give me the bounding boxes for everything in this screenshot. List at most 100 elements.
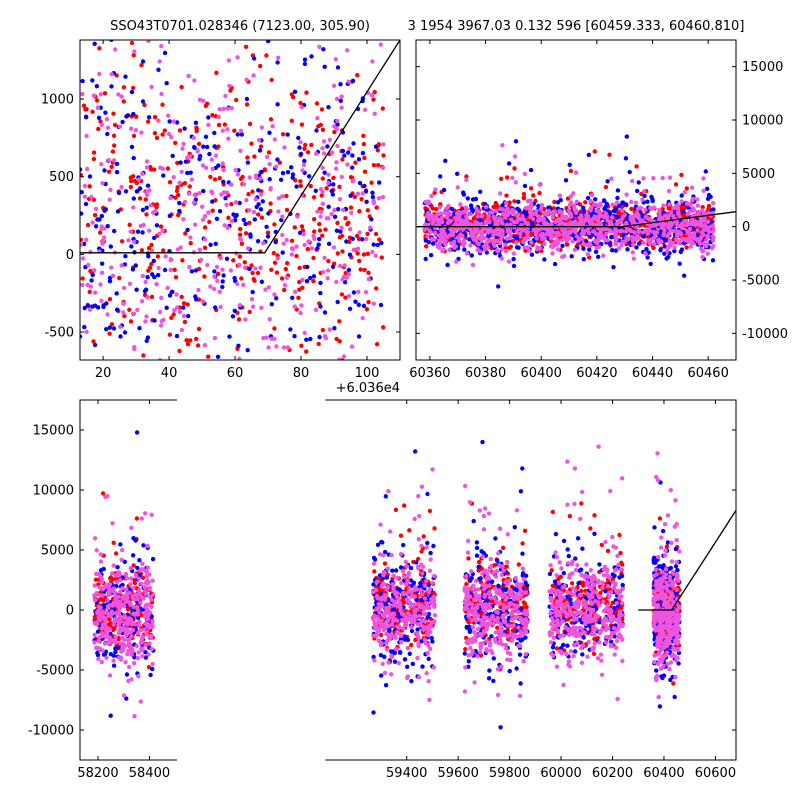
data-point	[99, 92, 103, 96]
data-point	[88, 290, 92, 294]
data-point	[156, 68, 160, 72]
data-point	[289, 165, 293, 169]
data-point	[263, 288, 267, 292]
data-point	[116, 363, 120, 367]
data-point	[539, 207, 543, 211]
data-point	[226, 137, 230, 141]
data-point	[323, 171, 327, 175]
data-point	[118, 325, 122, 329]
data-point	[238, 227, 242, 231]
data-point	[489, 210, 493, 214]
data-point	[188, 184, 192, 188]
data-point	[701, 189, 705, 193]
data-point	[661, 176, 665, 180]
data-point	[529, 168, 533, 172]
data-point	[188, 154, 192, 158]
data-point	[219, 305, 223, 309]
data-point	[152, 236, 156, 240]
data-point	[557, 233, 561, 237]
data-point	[123, 254, 127, 258]
data-point	[292, 334, 296, 338]
data-point	[129, 230, 133, 234]
data-point	[164, 385, 168, 389]
data-point	[265, 155, 269, 159]
data-point	[682, 274, 686, 278]
data-point	[618, 229, 622, 233]
data-point	[326, 105, 330, 109]
data-point	[491, 679, 495, 683]
data-point	[95, 84, 99, 88]
data-point	[334, 160, 338, 164]
data-point	[219, 192, 223, 196]
data-point	[624, 156, 628, 160]
data-point	[322, 256, 326, 260]
data-point	[109, 244, 113, 248]
data-point	[364, 200, 368, 204]
data-point	[337, 185, 341, 189]
data-point	[512, 264, 516, 268]
data-point	[429, 253, 433, 257]
data-point	[100, 242, 104, 246]
data-point	[269, 117, 273, 121]
data-point	[217, 115, 221, 119]
data-point	[226, 226, 230, 230]
data-point	[529, 186, 533, 190]
data-point	[108, 198, 112, 202]
data-point	[190, 177, 194, 181]
data-point	[182, 314, 186, 318]
data-point	[604, 185, 608, 189]
data-point	[562, 254, 566, 258]
data-point	[131, 205, 135, 209]
data-point	[522, 600, 526, 604]
data-point	[252, 210, 256, 214]
data-point	[631, 237, 635, 241]
data-point	[97, 394, 101, 398]
data-point	[279, 431, 283, 435]
data-point	[204, 135, 208, 139]
data-point	[487, 219, 491, 223]
data-point	[323, 334, 327, 338]
data-point	[506, 207, 510, 211]
data-point	[556, 247, 560, 251]
data-point	[274, 165, 278, 169]
data-point	[160, 132, 164, 136]
data-point	[83, 184, 87, 188]
data-point	[198, 98, 202, 102]
data-point	[570, 581, 574, 585]
data-point	[464, 219, 468, 223]
x-offset-label: +6.036e4	[336, 381, 400, 396]
data-point	[298, 311, 302, 315]
data-point	[604, 232, 608, 236]
data-point	[260, 125, 264, 129]
data-point	[305, 265, 309, 269]
data-point	[180, 170, 184, 174]
data-point	[248, 122, 252, 126]
data-point	[383, 561, 387, 565]
data-point	[360, 237, 364, 241]
data-point	[335, 97, 339, 101]
data-point	[605, 179, 609, 183]
data-point	[438, 174, 442, 178]
data-point	[196, 288, 200, 292]
data-point	[369, 181, 373, 185]
data-point	[606, 549, 610, 553]
data-point	[96, 106, 100, 110]
data-point	[303, 331, 307, 335]
data-point	[347, 294, 351, 298]
data-point	[357, 230, 361, 234]
data-point	[305, 279, 309, 283]
data-point	[500, 247, 504, 251]
data-point	[124, 114, 128, 118]
data-point	[204, 363, 208, 367]
data-point	[99, 227, 103, 231]
data-point	[88, 184, 92, 188]
data-point	[215, 279, 219, 283]
data-point	[80, 79, 84, 83]
data-point	[302, 232, 306, 236]
data-point	[631, 243, 635, 247]
data-point	[672, 246, 676, 250]
data-point	[99, 162, 103, 166]
data-point	[251, 73, 255, 77]
data-point	[665, 544, 669, 548]
data-point	[363, 108, 367, 112]
